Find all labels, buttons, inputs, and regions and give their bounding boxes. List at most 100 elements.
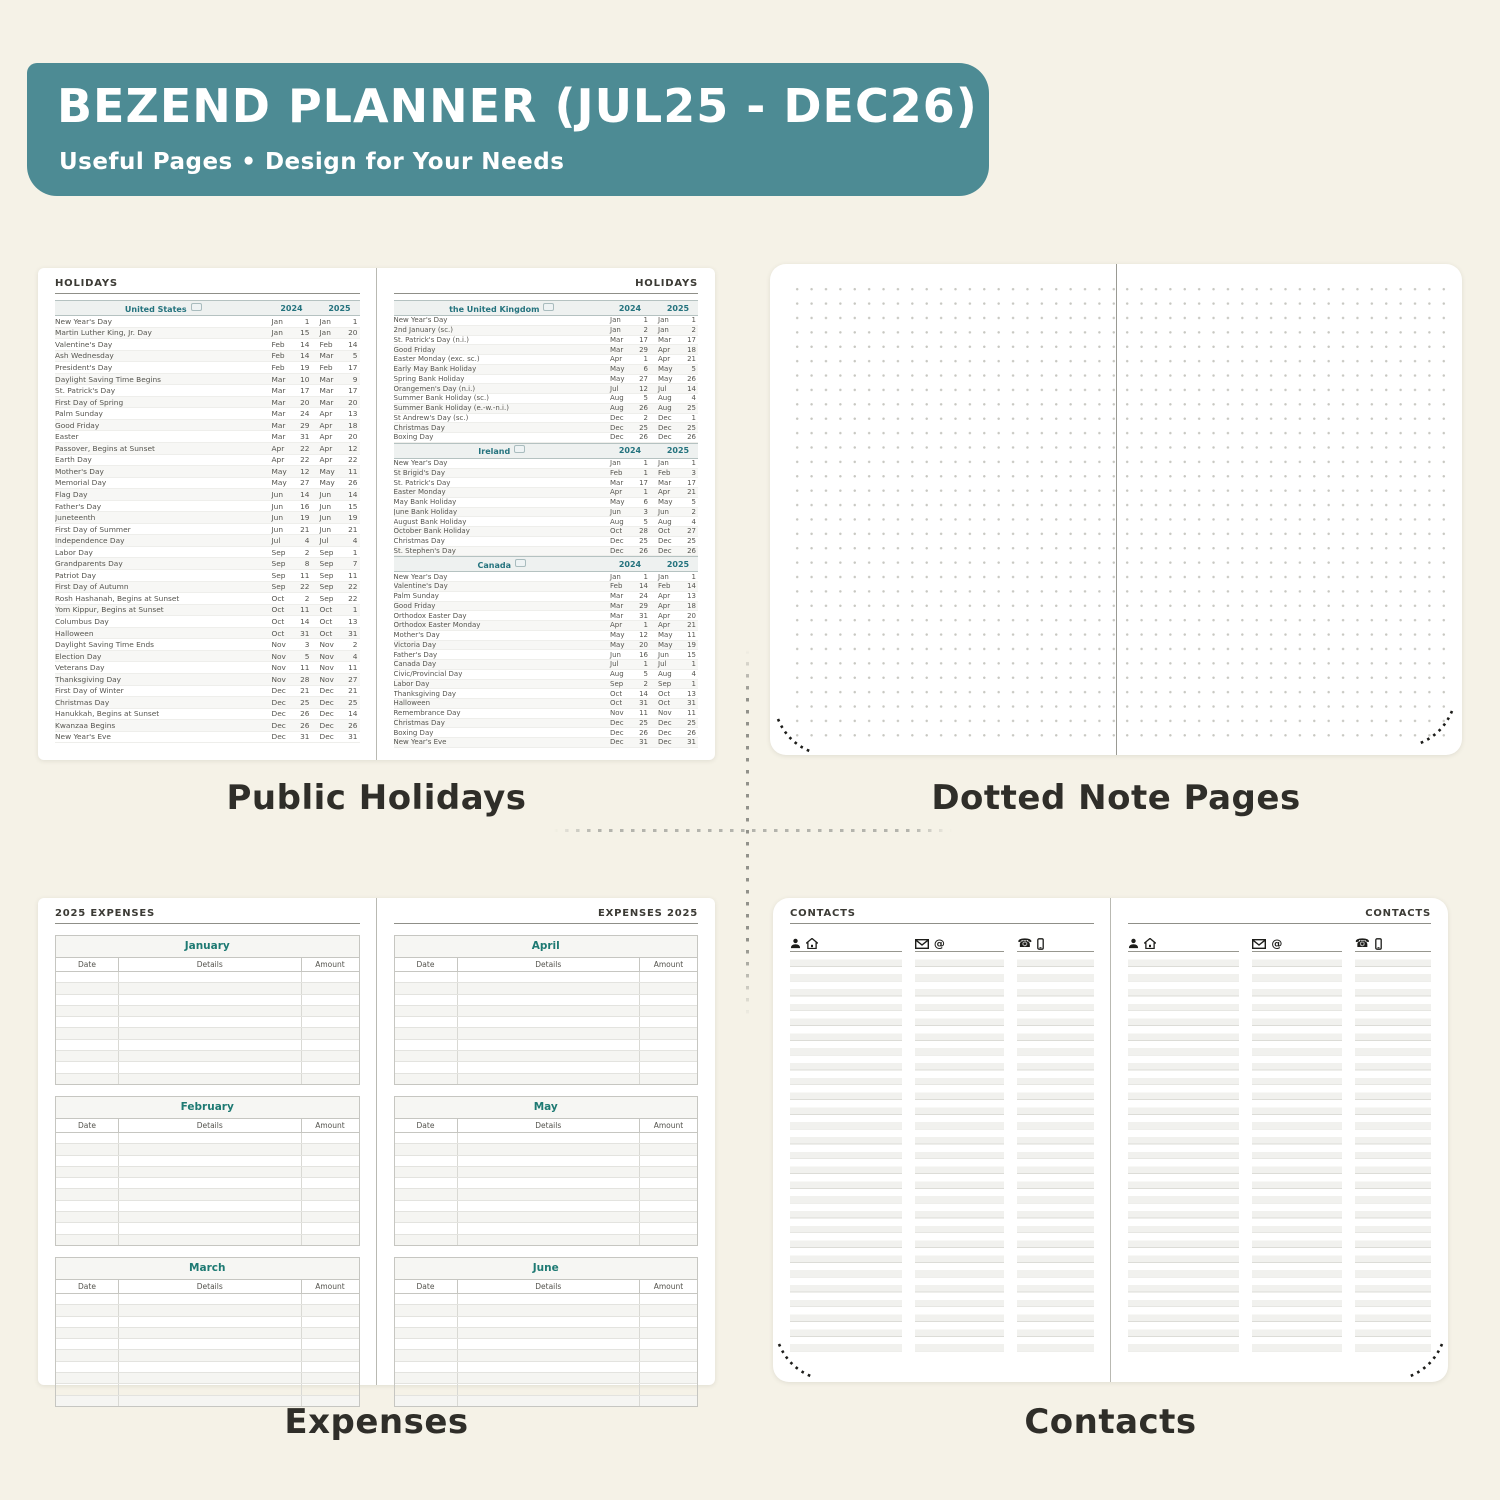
expense-empty-cell — [300, 1350, 359, 1361]
expense-empty-row — [394, 1177, 697, 1189]
person-icon — [790, 938, 801, 949]
holiday-day: 4 — [352, 536, 358, 546]
expense-tables: April Date Details Amount May Date Details Amou… — [393, 935, 698, 1407]
holiday-name: Valentine's Day — [393, 582, 448, 591]
expense-column-header: Amount — [639, 1279, 697, 1293]
holiday-month: Oct — [658, 527, 671, 536]
holiday-row: First Day of Autumn Sep 22 Sep 22 — [55, 581, 360, 594]
expense-empty-row — [394, 1383, 697, 1395]
holiday-month: Jun — [610, 507, 621, 516]
expense-empty-cell — [118, 1166, 301, 1178]
expense-table-body — [394, 972, 698, 1084]
holiday-day: 13 — [348, 616, 358, 626]
holiday-day: 28 — [639, 527, 648, 536]
holiday-row: New Year's Day Jan 1 Jan 1 — [393, 459, 698, 469]
holiday-day: 22 — [348, 455, 358, 465]
dotted-notes-spread — [770, 264, 1462, 755]
expense-empty-cell — [456, 1200, 640, 1212]
expense-empty-cell — [118, 1223, 301, 1234]
holiday-month: Nov — [319, 674, 334, 684]
holiday-month: Jun — [271, 489, 284, 499]
holiday-month: Apr — [271, 455, 285, 465]
holiday-month: Sep — [319, 559, 334, 569]
holiday-day: 6 — [643, 498, 648, 507]
expense-empty-cell — [118, 1361, 301, 1373]
holiday-month: May — [271, 466, 287, 476]
holiday-row: Rosh Hashanah, Begins at Sunset Oct 2 Sep 22 — [55, 593, 360, 605]
holiday-month: Dec — [610, 433, 624, 442]
country-name: United States — [55, 302, 272, 314]
holiday-day: 14 — [348, 489, 358, 499]
expense-empty-row — [394, 1326, 697, 1339]
holiday-row: Memorial Day May 27 May 26 — [55, 478, 360, 490]
holiday-day: 1 — [352, 316, 358, 326]
holiday-month: Sep — [319, 547, 334, 557]
holiday-day: 18 — [687, 345, 696, 354]
holiday-month: Sep — [271, 570, 286, 580]
holiday-name: Thanksgiving Day — [393, 689, 457, 698]
holiday-day: 19 — [300, 362, 310, 372]
holiday-day: 17 — [348, 386, 358, 396]
holiday-month: Dec — [271, 732, 286, 742]
holiday-day: 26 — [687, 433, 696, 442]
holiday-month: Oct — [610, 527, 623, 536]
holiday-day: 1 — [691, 660, 696, 669]
country-name: the United Kingdom — [394, 302, 611, 314]
holiday-row: Valentine's Day Feb 14 Feb 14 — [55, 339, 360, 351]
expense-empty-cell — [56, 1074, 118, 1084]
holiday-day: 20 — [300, 397, 310, 407]
holiday-month: Apr — [658, 601, 671, 610]
holiday-month: Aug — [610, 394, 624, 403]
holiday-name: New Year's Day — [393, 316, 448, 325]
holiday-month: Dec — [658, 537, 672, 546]
holiday-month: Jul — [271, 536, 281, 546]
holiday-day: 4 — [691, 394, 696, 403]
holiday-month: Dec — [319, 686, 334, 696]
expense-column-headers: Date Details Amount — [394, 1118, 697, 1133]
expense-empty-cell — [395, 972, 457, 982]
holiday-name: New Year's Day — [393, 459, 448, 468]
holiday-name: Columbus Day — [55, 616, 109, 626]
holiday-row: Mother's Day May 12 May 11 — [393, 631, 698, 641]
expense-empty-row — [395, 972, 698, 983]
expense-empty-cell — [395, 1178, 457, 1188]
holiday-row: Daylight Saving Time Ends Nov 3 Nov 2 — [55, 639, 360, 651]
country-header-row: Ireland 2024 2025 — [393, 442, 698, 459]
holiday-month: Apr — [610, 488, 623, 497]
holiday-month: Dec — [658, 433, 672, 442]
holiday-name: Earth Day — [55, 455, 92, 465]
divider-dotted-vertical — [746, 650, 750, 1018]
expense-empty-cell — [639, 1395, 697, 1406]
holiday-month: Dec — [610, 546, 624, 555]
flag-icon — [543, 302, 555, 311]
phone-icon: ☎ — [1354, 936, 1370, 950]
holiday-day: 1 — [304, 316, 310, 326]
holiday-row: Earth Day Apr 22 Apr 22 — [55, 455, 360, 467]
expense-column-header: Date — [78, 1281, 96, 1291]
expense-empty-cell — [639, 983, 697, 994]
holiday-name: Boxing Day — [393, 728, 434, 737]
holiday-day: 20 — [348, 432, 358, 442]
holiday-month: Nov — [610, 709, 624, 718]
expense-empty-cell — [56, 995, 118, 1005]
expense-empty-cell — [300, 1189, 359, 1200]
holiday-name: Independence Day — [55, 536, 125, 546]
holiday-month: Jan — [610, 572, 621, 581]
holiday-row: St. Stephen's Day Dec 26 Dec 26 — [393, 546, 698, 557]
holiday-day: 1 — [691, 572, 696, 581]
holiday-name: Good Friday — [55, 420, 100, 430]
expense-empty-row — [394, 1016, 697, 1028]
expense-empty-cell — [395, 1040, 457, 1050]
holiday-day: 11 — [300, 605, 310, 615]
holiday-month: Jul — [658, 384, 667, 393]
holidays-page-left: HOLIDAYS United States 2024 2025 New Year's… — [38, 268, 377, 760]
holiday-row: Victoria Day May 20 May 19 — [393, 640, 698, 651]
holiday-month: Oct — [271, 593, 285, 603]
holiday-month: Aug — [658, 404, 672, 413]
expense-empty-cell — [118, 1212, 301, 1223]
expense-empty-row — [394, 1372, 697, 1384]
holiday-month: Mar — [271, 432, 286, 442]
holiday-month: Apr — [658, 355, 671, 364]
expense-empty-cell — [639, 1144, 697, 1155]
holiday-day: 21 — [348, 686, 358, 696]
